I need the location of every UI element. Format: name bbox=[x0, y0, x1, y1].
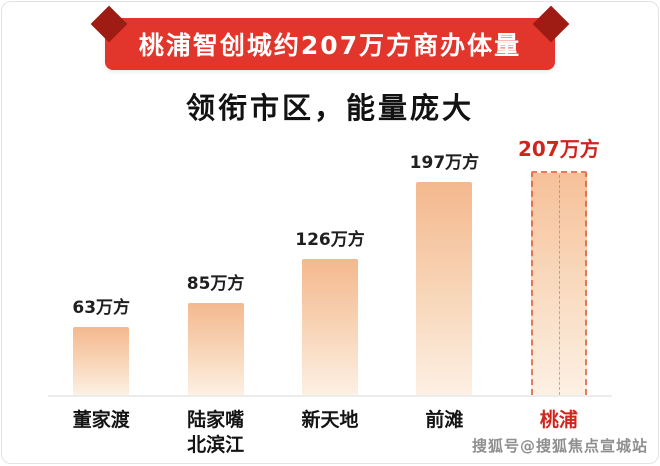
bar bbox=[187, 303, 244, 395]
bar-category-label: 新天地 bbox=[301, 409, 359, 431]
bar-category-label: 桃浦 bbox=[539, 409, 578, 431]
bar bbox=[73, 327, 130, 395]
bar-center-dashline bbox=[558, 175, 560, 395]
bar-column: 207万方桃浦 bbox=[502, 133, 616, 433]
banner-title: 桃浦智创城约207万方商办体量 bbox=[138, 31, 522, 60]
bar-value-label: 126万方 bbox=[295, 230, 365, 250]
bar-value-label: 85万方 bbox=[186, 274, 245, 294]
bar-column: 85万方陆家嘴 北滨江 bbox=[158, 133, 272, 457]
bar bbox=[530, 171, 587, 395]
bar-value-label: 63万方 bbox=[72, 298, 131, 318]
bar-column: 63万方董家渡 bbox=[44, 133, 158, 433]
bar-category-label: 陆家嘴 北滨江 bbox=[187, 409, 245, 456]
bar-zone: 63万方 bbox=[44, 133, 158, 395]
bar-zone: 126万方 bbox=[273, 133, 387, 395]
bar-value-label: 197万方 bbox=[409, 153, 480, 173]
bar bbox=[302, 259, 359, 395]
bar-zone: 197万方 bbox=[387, 133, 501, 395]
title-ribbon: 桃浦智创城约207万方商办体量 bbox=[104, 18, 556, 70]
bar-zone: 85万方 bbox=[158, 133, 272, 395]
bar-column: 197万方前滩 bbox=[387, 133, 501, 433]
bar-value-label: 207万方 bbox=[517, 137, 600, 161]
bar bbox=[416, 182, 473, 395]
chart-baseline bbox=[48, 395, 612, 397]
bar-column: 126万方新天地 bbox=[273, 133, 387, 433]
bar-category-label: 前滩 bbox=[425, 409, 464, 431]
watermark: 搜狐号@搜狐焦点宣城站 bbox=[471, 437, 648, 455]
bar-zone: 207万方 bbox=[502, 133, 616, 395]
bar-category-label: 董家渡 bbox=[72, 409, 130, 431]
chart-subtitle: 领衔市区，能量庞大 bbox=[185, 91, 474, 125]
bar-chart: 63万方 董家渡 85万方 陆家嘴 北滨江 126万方 新天地 197万方 前滩 207万方 桃浦 bbox=[2, 133, 658, 457]
